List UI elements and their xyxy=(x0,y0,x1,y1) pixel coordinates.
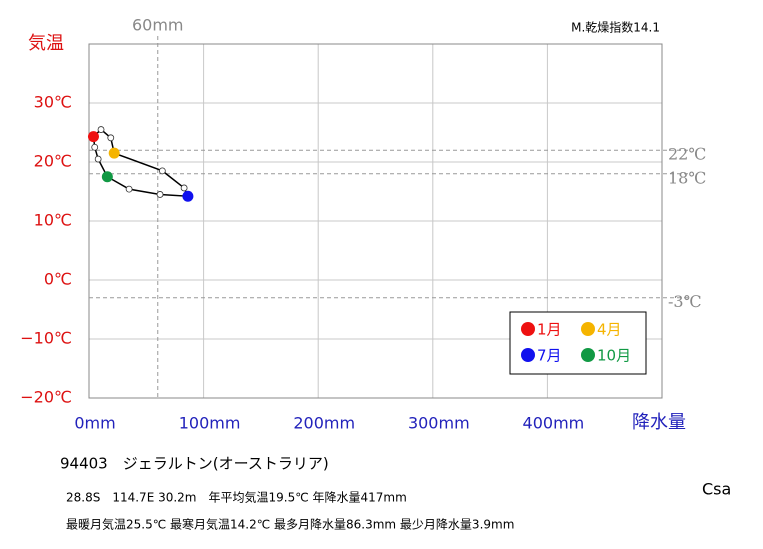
x-tick-label: 400mm xyxy=(523,414,585,433)
climate-class: Csa xyxy=(702,480,731,499)
legend-label: 4月 xyxy=(597,321,622,339)
legend-label: 1月 xyxy=(537,321,562,339)
reference-label: 18℃ xyxy=(668,168,706,187)
y-tick-label: −20℃ xyxy=(20,388,72,407)
plot-border xyxy=(88,43,663,399)
legend-marker xyxy=(581,348,595,362)
legend-marker xyxy=(581,322,595,336)
x-tick-label: 0mm xyxy=(74,414,115,433)
reference-label: 60mm xyxy=(132,16,184,35)
y-tick-label: 20℃ xyxy=(34,152,72,171)
y-tick-label: 30℃ xyxy=(34,93,72,112)
chart-title: M.乾燥指数14.1 xyxy=(571,20,660,35)
data-point xyxy=(182,190,194,202)
data-point xyxy=(180,184,188,192)
y-axis-label: 気温 xyxy=(28,33,64,54)
legend-marker xyxy=(521,322,535,336)
data-point xyxy=(94,155,102,163)
reference-label: -3℃ xyxy=(668,292,701,311)
data-point xyxy=(97,126,105,133)
station-name: 94403 ジェラルトン(オーストラリア) xyxy=(60,455,329,473)
x-axis-label: 降水量 xyxy=(632,412,686,433)
data-point xyxy=(91,143,99,151)
x-tick-label: 100mm xyxy=(179,414,241,433)
legend-label: 10月 xyxy=(597,347,631,365)
data-point xyxy=(101,171,113,183)
legend-label: 7月 xyxy=(537,347,562,365)
y-tick-label: −10℃ xyxy=(20,329,72,348)
data-point xyxy=(158,167,166,175)
data-point xyxy=(107,134,115,142)
legend-box xyxy=(509,311,647,375)
legend-marker xyxy=(521,348,535,362)
y-tick-label: 0℃ xyxy=(44,270,72,289)
station-stats: 最暖月気温25.5℃ 最寒月気温14.2℃ 最多月降水量86.3mm 最少月降水… xyxy=(66,517,514,532)
data-point xyxy=(108,147,120,159)
station-info: 28.8S 114.7E 30.2m 年平均気温19.5℃ 年降水量417mm xyxy=(66,490,407,505)
x-tick-label: 200mm xyxy=(293,414,355,433)
data-point xyxy=(125,185,133,193)
reference-label: 22℃ xyxy=(668,145,706,164)
data-point xyxy=(87,131,99,143)
y-tick-label: 10℃ xyxy=(34,211,72,230)
x-tick-label: 300mm xyxy=(408,414,470,433)
data-point xyxy=(156,191,164,198)
